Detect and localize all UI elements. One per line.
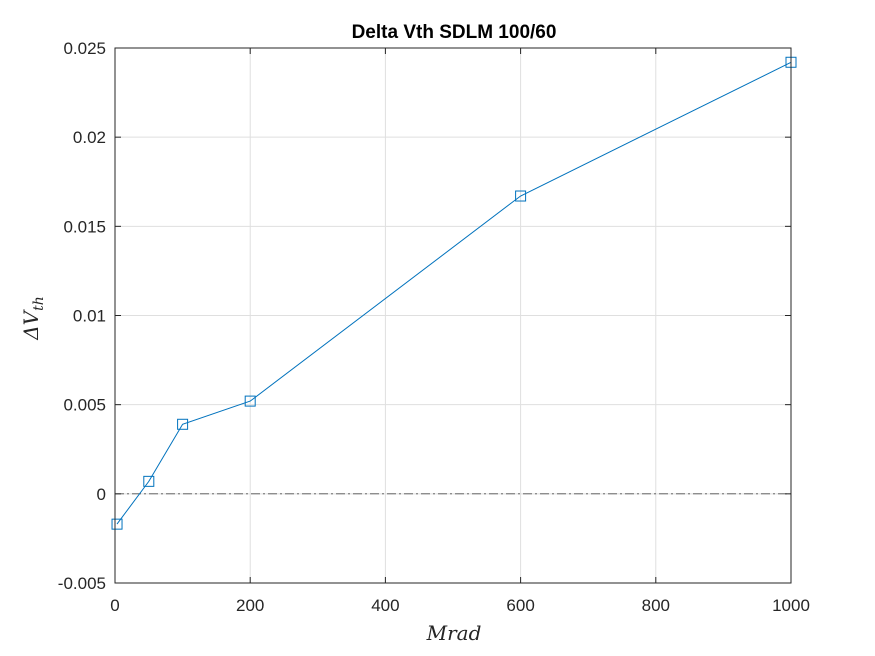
y-tick-label: 0.01 [73, 307, 106, 326]
y-axis-label: ΔVth [19, 296, 47, 341]
x-tick-label: 400 [371, 596, 399, 615]
y-tick-label: 0.025 [63, 39, 106, 58]
y-tick-label: 0.005 [63, 396, 106, 415]
data-point-marker [515, 190, 527, 202]
x-tick-labels: 0 200 400 600 800 1000 [110, 596, 810, 615]
x-tick-label: 1000 [772, 596, 810, 615]
y-tick-label: 0.015 [63, 217, 106, 236]
y-tick-label: 0.02 [73, 128, 106, 147]
x-tick-label: 200 [236, 596, 264, 615]
axis-ticks [114, 47, 792, 584]
data-point-marker [143, 475, 155, 487]
y-tick-label: -0.005 [58, 574, 106, 593]
y-axis-label-subscript: th [31, 296, 47, 311]
series-delta-vth [111, 56, 797, 530]
y-tick-labels: -0.005 0 0.005 0.01 0.015 0.02 0.025 [58, 39, 106, 593]
data-point-marker [111, 518, 123, 530]
y-axis-label-symbol: ΔV [19, 308, 43, 340]
data-point-marker [244, 395, 256, 407]
series-line [116, 61, 792, 525]
y-tick-label: 0 [97, 485, 106, 504]
grid [114, 47, 792, 584]
x-tick-label: 800 [642, 596, 670, 615]
chart-title: Delta Vth SDLM 100/60 [352, 22, 557, 43]
data-point-marker [177, 418, 189, 430]
x-tick-label: 0 [110, 596, 119, 615]
x-tick-label: 600 [506, 596, 534, 615]
x-axis-label: Mrad [426, 621, 482, 645]
